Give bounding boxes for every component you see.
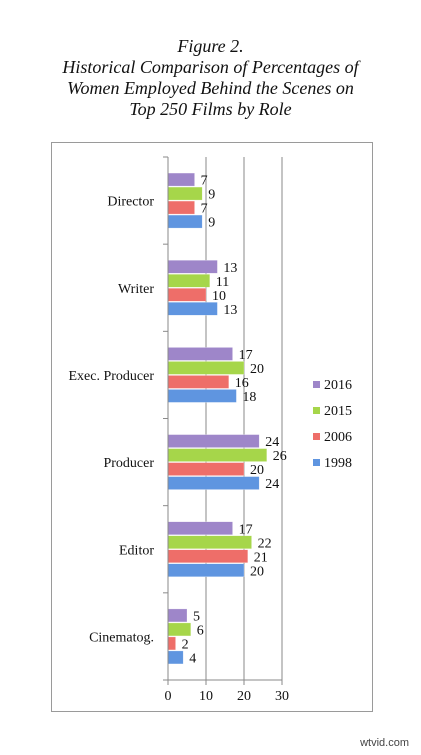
data-label-1998-0: 9 (208, 216, 215, 231)
data-label-1998-2: 18 (242, 390, 256, 405)
data-label-2015-5: 6 (197, 623, 204, 638)
legend-swatch-2015 (313, 407, 320, 414)
data-label-2016-3: 24 (265, 435, 279, 450)
bar-2015-1 (167, 274, 211, 288)
data-label-2006-2: 16 (235, 376, 249, 391)
data-label-2016-1: 13 (223, 261, 237, 276)
category-label-0: Director (107, 195, 154, 210)
watermark: wtvid.com (360, 737, 409, 749)
bar-2016-2 (167, 347, 233, 361)
data-label-1998-5: 4 (189, 651, 196, 666)
legend-swatch-1998 (313, 459, 320, 466)
data-label-1998-4: 20 (250, 564, 264, 579)
chart-frame (51, 142, 373, 712)
data-label-2006-5: 2 (182, 637, 189, 652)
category-label-3: Producer (103, 456, 154, 471)
bar-2006-4 (167, 549, 249, 563)
bar-1998-5 (167, 650, 184, 665)
legend-label-2006: 2006 (324, 430, 352, 445)
title-line-3: Women Employed Behind the Scenes on (67, 78, 354, 98)
legend-label-2015: 2015 (324, 404, 352, 419)
data-label-1998-1: 13 (223, 303, 237, 318)
bar-1998-1 (167, 302, 218, 316)
chart-title: Figure 2. Historical Comparison of Perce… (0, 36, 421, 120)
bar-2006-3 (167, 462, 245, 476)
title-line-4: Top 250 Films by Role (129, 99, 292, 119)
title-line-1: Figure 2. (177, 36, 244, 56)
data-label-1998-3: 24 (265, 477, 279, 492)
bar-1998-0 (167, 214, 203, 229)
legend-label-2016: 2016 (324, 378, 352, 393)
bar-2006-1 (167, 288, 207, 302)
bar-2006-2 (167, 375, 230, 389)
bar-2015-5 (167, 622, 192, 637)
bar-2015-0 (167, 186, 203, 201)
category-label-2: Exec. Producer (68, 369, 154, 384)
bar-2015-4 (167, 535, 252, 549)
bar-2016-1 (167, 260, 218, 274)
bar-2015-3 (167, 448, 268, 462)
bar-1998-2 (167, 389, 237, 403)
data-label-2016-5: 5 (193, 609, 200, 624)
bar-2016-3 (167, 434, 260, 448)
data-label-2016-4: 17 (239, 522, 253, 537)
x-tick-label-2: 20 (237, 689, 251, 704)
category-label-1: Writer (118, 282, 154, 297)
data-label-2016-2: 17 (239, 348, 253, 363)
data-label-2015-2: 20 (250, 362, 264, 377)
legend-label-1998: 1998 (324, 456, 352, 471)
data-label-2006-4: 21 (254, 550, 268, 565)
bar-1998-4 (167, 563, 245, 577)
title-line-2: Historical Comparison of Percentages of (62, 57, 359, 77)
data-label-2015-0: 9 (208, 188, 215, 203)
data-label-2006-0: 7 (201, 202, 208, 217)
data-label-2015-3: 26 (273, 449, 287, 464)
legend-swatch-2006 (313, 433, 320, 440)
x-tick-label-0: 0 (165, 689, 172, 704)
bar-2006-0 (167, 200, 195, 215)
data-label-2015-4: 22 (258, 536, 272, 551)
bar-1998-3 (167, 476, 260, 490)
data-label-2006-3: 20 (250, 463, 264, 478)
bar-2006-5 (167, 636, 176, 651)
data-label-2015-1: 11 (216, 275, 229, 290)
category-label-5: Cinematog. (89, 630, 154, 645)
x-tick-label-1: 10 (199, 689, 213, 704)
bar-2015-2 (167, 361, 245, 375)
bar-2016-4 (167, 521, 233, 535)
data-label-2006-1: 10 (212, 289, 226, 304)
bar-2016-5 (167, 608, 188, 623)
data-label-2016-0: 7 (201, 174, 208, 189)
x-tick-label-3: 30 (275, 689, 289, 704)
bar-2016-0 (167, 172, 195, 187)
legend-swatch-2016 (313, 381, 320, 388)
category-label-4: Editor (119, 543, 154, 558)
